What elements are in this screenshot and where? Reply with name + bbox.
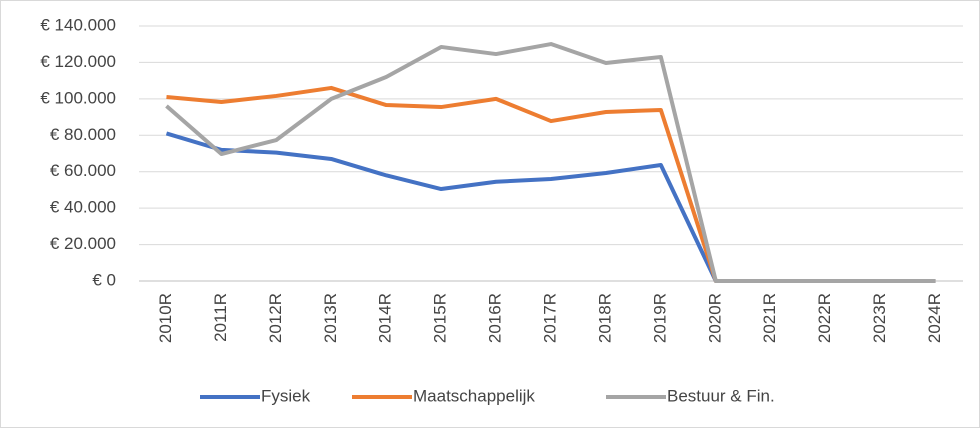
- x-tick-label: 2020R: [705, 293, 724, 343]
- y-tick-label: € 20.000: [50, 234, 116, 253]
- line-series: [165, 42, 936, 283]
- y-tick-label: € 120.000: [40, 52, 116, 71]
- y-tick-label: € 80.000: [50, 125, 116, 144]
- x-tick-label: 2019R: [650, 293, 669, 343]
- x-tick-label: 2013R: [321, 293, 340, 343]
- y-tick-label: € 60.000: [50, 161, 116, 180]
- y-tick-label: € 100.000: [40, 88, 116, 107]
- legend-label: Bestuur & Fin.: [667, 386, 775, 405]
- x-tick-label: 2017R: [540, 293, 559, 343]
- x-tick-label: 2021R: [760, 293, 779, 343]
- x-tick-label: 2011R: [211, 293, 230, 342]
- legend-label: Maatschappelijk: [413, 386, 535, 405]
- x-tick-label: 2015R: [431, 293, 450, 343]
- y-tick-label: € 40.000: [50, 198, 116, 217]
- x-tick-label: 2016R: [486, 293, 505, 343]
- legend-label: Fysiek: [261, 386, 311, 405]
- x-tick-label: 2024R: [925, 293, 944, 343]
- x-tick-label: 2014R: [376, 293, 395, 343]
- y-tick-label: € 140.000: [40, 15, 116, 34]
- x-tick-label: 2010R: [156, 293, 175, 343]
- x-tick-label: 2012R: [266, 293, 285, 343]
- x-tick-label: 2023R: [870, 293, 889, 343]
- x-tick-label: 2022R: [815, 293, 834, 343]
- y-tick-label: € 0: [92, 270, 116, 289]
- x-tick-label: 2018R: [595, 293, 614, 343]
